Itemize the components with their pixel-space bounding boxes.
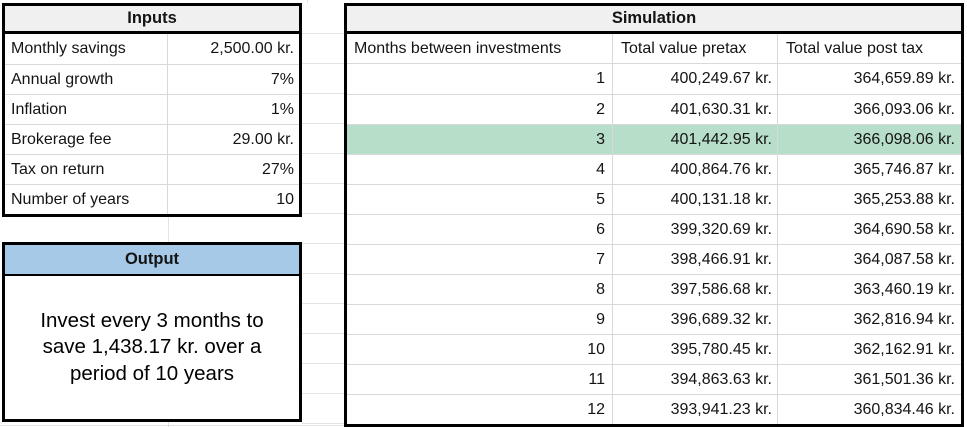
months-cell[interactable]: 6 xyxy=(347,215,613,244)
simulation-row: 11 394,863.63 kr. 361,501.36 kr. xyxy=(347,364,961,394)
posttax-value-cell[interactable]: 366,098.06 kr. xyxy=(853,130,955,148)
output-message: Invest every 3 months to save 1,438.17 k… xyxy=(40,308,264,385)
input-value-cell[interactable]: 27% xyxy=(261,160,294,178)
months-cell[interactable]: 2 xyxy=(347,95,613,124)
pretax-value-cell[interactable]: 400,249.67 kr. xyxy=(613,64,778,94)
inputs-row: Brokerage fee 29.00 kr. xyxy=(5,124,299,154)
posttax-value-cell[interactable]: 360,834.46 kr. xyxy=(853,400,955,418)
input-label-cell[interactable]: Brokerage fee xyxy=(5,125,168,154)
posttax-value-cell[interactable]: 364,690.58 kr. xyxy=(853,220,955,238)
posttax-value-cell[interactable]: 365,746.87 kr. xyxy=(853,160,955,178)
months-cell[interactable]: 7 xyxy=(347,245,613,274)
months-cell[interactable]: 9 xyxy=(347,305,613,334)
input-value-cell[interactable]: 1% xyxy=(270,100,294,118)
posttax-value-cell[interactable]: 363,460.19 kr. xyxy=(853,280,955,298)
input-value-cell[interactable]: 2,500.00 kr. xyxy=(210,40,294,57)
posttax-value-cell[interactable]: 366,093.06 kr. xyxy=(853,100,955,118)
pretax-value-cell[interactable]: 400,864.76 kr. xyxy=(613,155,778,184)
inputs-rows: Monthly savings 2,500.00 kr. Annual grow… xyxy=(5,34,299,214)
posttax-value-cell[interactable]: 361,501.36 kr. xyxy=(853,370,955,388)
input-label-cell[interactable]: Annual growth xyxy=(5,65,168,94)
inputs-title[interactable]: Inputs xyxy=(5,6,299,34)
simulation-row: 12 393,941.23 kr. 360,834.46 kr. xyxy=(347,394,961,424)
pretax-value-cell[interactable]: 399,320.69 kr. xyxy=(613,215,778,244)
pretax-value-cell[interactable]: 398,466.91 kr. xyxy=(613,245,778,274)
pretax-value-cell[interactable]: 401,442.95 kr. xyxy=(613,125,778,154)
gridline xyxy=(168,422,169,427)
simulation-row: 2 401,630.31 kr. 366,093.06 kr. xyxy=(347,94,961,124)
gridline xyxy=(307,0,308,3)
inputs-row: Number of years 10 xyxy=(5,184,299,214)
months-cell[interactable]: 12 xyxy=(347,395,613,424)
months-cell[interactable]: 10 xyxy=(347,335,613,364)
months-cell[interactable]: 4 xyxy=(347,155,613,184)
posttax-value-cell[interactable]: 365,253.88 kr. xyxy=(853,190,955,208)
inputs-table: Inputs Monthly savings 2,500.00 kr. Annu… xyxy=(2,3,302,217)
simulation-column-headers: Months between investments Total value p… xyxy=(347,34,961,64)
simulation-row: 5 400,131.18 kr. 365,253.88 kr. xyxy=(347,184,961,214)
simulation-row: 4 400,864.76 kr. 365,746.87 kr. xyxy=(347,154,961,184)
posttax-value-cell[interactable]: 362,816.94 kr. xyxy=(853,310,955,328)
gridline xyxy=(0,425,344,426)
posttax-value-cell[interactable]: 362,162.91 kr. xyxy=(853,340,955,358)
pretax-value-cell[interactable]: 394,863.63 kr. xyxy=(613,365,778,394)
input-value-cell[interactable]: 7% xyxy=(270,70,294,88)
pretax-value-cell[interactable]: 396,689.32 kr. xyxy=(613,305,778,334)
inputs-row: Annual growth 7% xyxy=(5,64,299,94)
input-label-cell[interactable]: Inflation xyxy=(5,95,168,124)
input-label-cell[interactable]: Number of years xyxy=(5,185,168,214)
inputs-row: Monthly savings 2,500.00 kr. xyxy=(5,34,299,64)
input-label-cell[interactable]: Tax on return xyxy=(5,155,168,184)
output-message-cell[interactable]: Invest every 3 months to save 1,438.17 k… xyxy=(5,276,299,419)
simulation-row: 8 397,586.68 kr. 363,460.19 kr. xyxy=(347,274,961,304)
simulation-row: 1 400,249.67 kr. 364,659.89 kr. xyxy=(347,64,961,94)
months-cell[interactable]: 5 xyxy=(347,185,613,214)
gridline xyxy=(168,217,169,242)
simulation-row: 7 398,466.91 kr. 364,087.58 kr. xyxy=(347,244,961,274)
pretax-value-cell[interactable]: 400,131.18 kr. xyxy=(613,185,778,214)
output-table: Output Invest every 3 months to save 1,4… xyxy=(2,242,302,422)
pretax-value-cell[interactable]: 395,780.45 kr. xyxy=(613,335,778,364)
column-header-total-value-pretax[interactable]: Total value pretax xyxy=(613,34,778,63)
input-value-cell[interactable]: 29.00 kr. xyxy=(232,130,294,148)
months-cell[interactable]: 1 xyxy=(347,64,613,94)
months-cell[interactable]: 8 xyxy=(347,275,613,304)
months-cell[interactable]: 11 xyxy=(347,365,613,394)
posttax-value-cell[interactable]: 364,087.58 kr. xyxy=(853,250,955,268)
posttax-value-cell[interactable]: 364,659.89 kr. xyxy=(853,70,955,87)
pretax-value-cell[interactable]: 397,586.68 kr. xyxy=(613,275,778,304)
simulation-row: 3 401,442.95 kr. 366,098.06 kr. xyxy=(347,124,961,154)
simulation-row: 6 399,320.69 kr. 364,690.58 kr. xyxy=(347,214,961,244)
pretax-value-cell[interactable]: 393,941.23 kr. xyxy=(613,395,778,424)
input-label-cell[interactable]: Monthly savings xyxy=(5,34,168,64)
column-header-total-value-post-tax[interactable]: Total value post tax xyxy=(786,39,923,57)
input-value-cell[interactable]: 10 xyxy=(276,190,294,208)
months-cell[interactable]: 3 xyxy=(347,125,613,154)
gridline-gap-column xyxy=(302,33,344,424)
simulation-table: Simulation Months between investments To… xyxy=(344,3,964,427)
simulation-row: 9 396,689.32 kr. 362,816.94 kr. xyxy=(347,304,961,334)
pretax-value-cell[interactable]: 401,630.31 kr. xyxy=(613,95,778,124)
column-header-months-between-investments[interactable]: Months between investments xyxy=(347,34,613,63)
output-title[interactable]: Output xyxy=(5,245,299,276)
inputs-row: Tax on return 27% xyxy=(5,154,299,184)
simulation-row: 10 395,780.45 kr. 362,162.91 kr. xyxy=(347,334,961,364)
simulation-title[interactable]: Simulation xyxy=(347,6,961,34)
inputs-row: Inflation 1% xyxy=(5,94,299,124)
